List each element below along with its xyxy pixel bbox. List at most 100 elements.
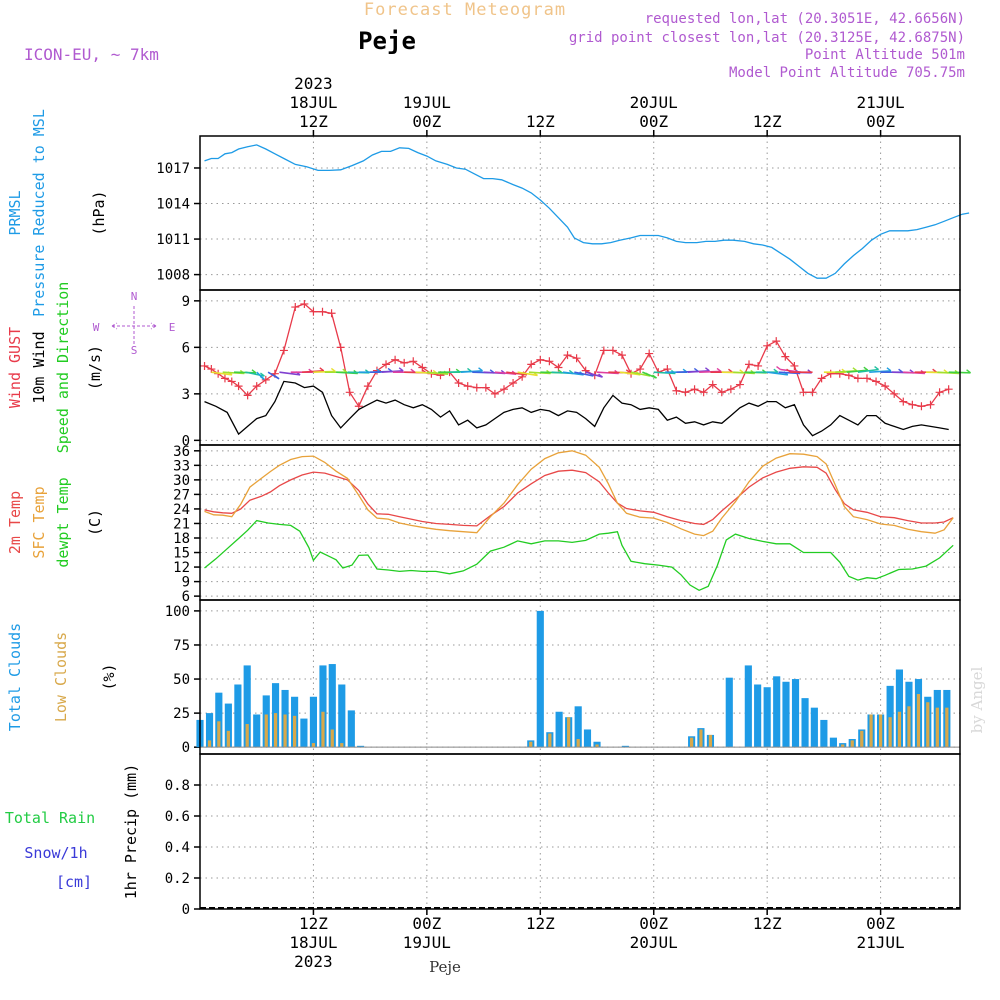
model-label: ICON-EU, ~ 7km [24,45,159,64]
wind-arrow [574,371,594,377]
cloud-bar [340,743,344,748]
gust-marker [754,361,763,370]
gust-marker [872,377,881,386]
cloud-bar [801,698,809,748]
wind-arrow-head [966,369,971,374]
gust-marker [772,337,781,346]
series-line [204,450,954,537]
gust-marker [826,369,835,378]
panel-wind: 0 3 6 9 Wind GUST 10m Wind Speed and Direction… [6,282,971,453]
cloud-bar [234,684,242,748]
gust-marker [454,379,463,387]
x-tick-label: 00Z [412,914,441,933]
gust-marker [318,307,327,316]
cloud-bar [935,707,939,748]
point-altitude: Point Altitude 501m [805,47,965,63]
y-tick-label: 33 [173,458,190,474]
series-line [204,380,949,437]
x-tick-label: 21JUL [857,933,905,952]
series-line [204,144,970,279]
cloud-bar [283,714,287,748]
y-tick-label: 0.2 [165,871,190,887]
gust-marker [717,388,726,397]
wind-arrow-head [852,367,858,372]
wind-arrow-head [786,368,791,373]
gust-marker [763,341,772,350]
y-axis-label: 2m Temp [6,491,24,554]
y-tick-label: 27 [173,487,190,503]
cloud-bar [810,707,818,748]
cloud-bar [690,737,694,748]
cloud-bar [245,724,249,748]
compass-w: W [93,321,100,334]
wind-arrow [630,371,651,377]
y-tick-label: 0 [182,740,190,756]
wind-arrow-head [874,365,880,371]
x-tick-label: 19JUL [403,93,451,112]
wind-arrow [857,368,879,373]
cloud-bar [699,729,703,748]
cloud-bar [328,664,336,748]
gust-marker [207,365,216,374]
gust-marker [500,385,508,394]
gust-marker [581,366,590,375]
y-axis-label: [cm] [56,873,92,891]
gust-marker [572,354,581,363]
cloud-bar [567,717,571,748]
y-tick-label: 12 [173,560,190,576]
gust-marker [243,391,252,400]
cloud-bar [311,743,316,748]
x-tick-label: 12Z [526,112,555,131]
x-tick-label: 00Z [639,112,668,131]
panel-pressure: 1008 1011 1014 1017 PRMSL Pressure Reduced to… [6,109,970,317]
cloud-bar [878,714,883,748]
wind-arrow-head [728,368,733,373]
cloud-bar [708,734,713,748]
gust-marker [563,351,572,360]
x-tick-label: 00Z [639,914,668,933]
gust-marker [881,382,890,391]
wind-arrow [517,371,538,377]
y-axis-label: Pressure Reduced to MSL [30,109,48,317]
cloud-bar [754,684,762,748]
gust-marker [853,374,862,383]
compass-e: E [169,321,176,334]
y-tick-label: 36 [173,444,190,460]
cloud-bar [215,692,223,748]
gust-marker [327,309,336,318]
cloud-bar [576,739,580,748]
wind-arrow-head [776,365,781,371]
cloud-bar [916,694,921,748]
cloud-bar [292,715,297,748]
x-tick-label: 00Z [866,914,895,933]
cloud-bar [850,740,854,748]
panel-frame [199,135,961,291]
cloud-bar [264,714,268,748]
wind-arrow-head [330,367,336,373]
watermark: by Angel [968,666,986,733]
cloud-bar [319,665,327,748]
panel-clouds: 0 25 50 75 100 Total Clouds Low Clouds (%) [6,599,961,756]
cloud-bar [860,730,864,748]
gust-marker [808,388,817,397]
cloud-bar [574,706,582,748]
gridpoint-coords: grid point closest lon,lat (20.3125E, 42… [569,30,965,46]
wind-arrow [687,370,710,373]
x-tick-label: 00Z [412,112,441,131]
wind-arrow [767,371,788,376]
compass-s: S [131,344,138,357]
wind-arrow [506,371,528,376]
gust-marker [862,374,871,383]
cloud-bar [253,714,261,748]
x-tick-label: 12Z [299,914,328,933]
panels: 1008 1011 1014 1017 PRMSL Pressure Reduced to… [5,109,971,918]
y-axis-label: 1hr Precip (mm) [122,764,140,899]
gust-marker [699,388,708,397]
wind-arrow [653,371,676,375]
cloud-bar [224,703,232,748]
cloud-bar [226,730,230,748]
gust-marker [672,386,681,395]
y-axis-label: (C) [86,509,104,536]
